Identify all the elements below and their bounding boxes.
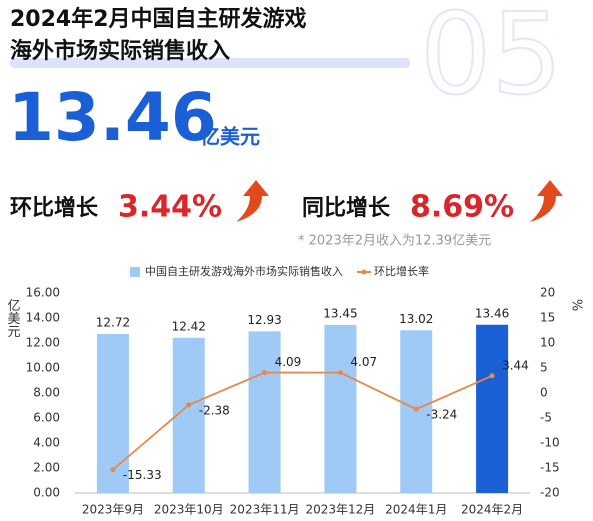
y-axis-label: 亿美元 (5, 299, 21, 339)
note: * 2023年2月收入为12.39亿美元 (298, 234, 491, 249)
chart: 0.00 2.00 4.00 6.00 8.00 10.00 12.00 14.00 16.00… (5, 264, 584, 517)
y-tick-label: 16.00 (26, 286, 60, 300)
line-value-label: -3.24 (426, 408, 457, 422)
y-tick-label: 14.00 (26, 311, 60, 325)
line-value-label: 4.07 (350, 355, 377, 369)
y2-tick-label: -15 (540, 461, 560, 475)
bar (96, 334, 129, 493)
line-point (262, 370, 268, 376)
y2-axis-label: % (569, 299, 584, 311)
bar-value-label: 13.45 (323, 306, 357, 320)
y2-tick-label: -20 (540, 486, 560, 500)
x-tick-label: 2023年9月 (82, 503, 144, 517)
x-tick-label: 2023年12月 (306, 503, 376, 517)
x-tick-label: 2024年2月 (461, 503, 523, 517)
legend-label: 中国自主研发游戏海外市场实际销售收入 (145, 264, 343, 278)
line-value-label: -2.38 (199, 403, 230, 417)
up-arrow (236, 180, 269, 222)
line-point (110, 467, 116, 473)
bar-value-label: 13.02 (399, 312, 433, 326)
y-tick-label: 10.00 (26, 361, 60, 375)
legend-swatch (361, 269, 367, 275)
y-tick-label: 0.00 (33, 486, 60, 500)
x-tick-label: 2023年11月 (230, 503, 300, 517)
line-point (489, 373, 495, 379)
y2-tick-label: 20 (540, 286, 555, 300)
mom-value: 3.44% (118, 190, 222, 225)
line-point (337, 370, 343, 376)
title-line: 2024年2月中国自主研发游戏 (10, 6, 307, 32)
bar-value-label: 12.42 (172, 319, 206, 333)
revenue-unit: 亿美元 (200, 125, 260, 149)
yoy-value: 8.69% (410, 190, 514, 225)
line-value-label: 4.09 (275, 355, 302, 369)
y2-tick-label: 0 (540, 386, 548, 400)
x-tick-label: 2024年1月 (385, 503, 447, 517)
y-tick-label: 2.00 (33, 461, 60, 475)
y2-tick-label: 5 (540, 361, 548, 375)
y2-tick-label: 10 (540, 336, 555, 350)
bar (248, 331, 281, 493)
line-point (413, 406, 419, 412)
line-value-label: -15.33 (123, 468, 162, 482)
bar-value-label: 12.72 (96, 316, 130, 330)
y2-tick-label: -5 (540, 411, 552, 425)
revenue: 13.46 (8, 79, 217, 156)
bar (324, 324, 357, 493)
legend-swatch (130, 267, 140, 277)
y2-tick-label: -10 (540, 436, 560, 450)
y-tick-label: 8.00 (33, 386, 60, 400)
y-tick-label: 12.00 (26, 336, 60, 350)
y-tick-label: 4.00 (33, 436, 60, 450)
line-point (186, 402, 192, 408)
y-tick-label: 6.00 (33, 411, 60, 425)
y2-tick-label: 15 (540, 311, 555, 325)
bar-value-label: 13.46 (475, 306, 509, 320)
bar (172, 337, 205, 493)
up-arrow (530, 180, 563, 222)
bar (476, 324, 509, 493)
yoy-label: 同比增长 (302, 195, 391, 221)
highlight-bar (10, 58, 410, 68)
mom-label: 环比增长 (10, 195, 99, 221)
x-tick-label: 2023年10月 (154, 503, 224, 517)
line (112, 371, 493, 471)
line-value-label: 3.44 (502, 358, 529, 372)
bar-value-label: 12.93 (247, 313, 281, 327)
title-line: 海外市场实际销售收入 (10, 38, 230, 64)
legend-label: 环比增长率 (374, 264, 429, 278)
watermark: 05 (420, 0, 563, 120)
